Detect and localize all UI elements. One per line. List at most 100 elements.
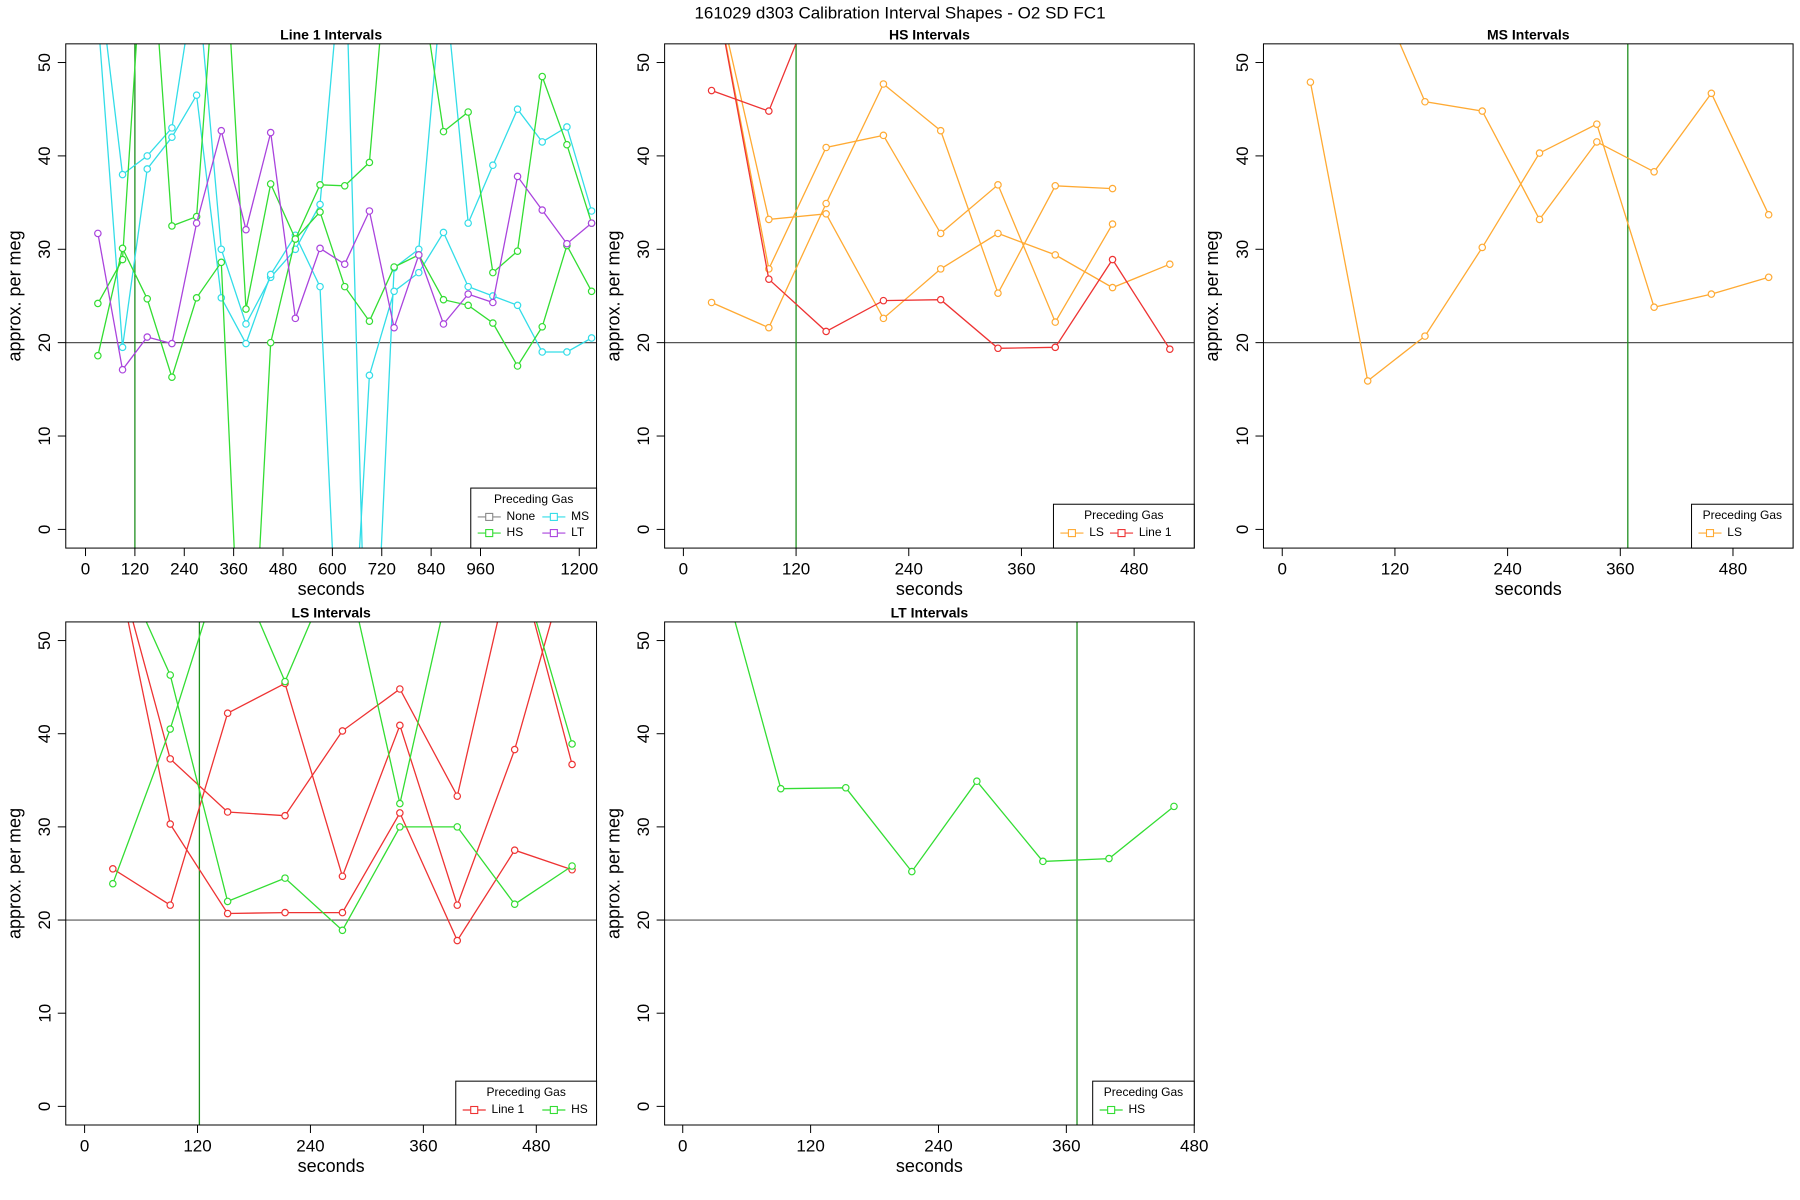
data-point (453, 823, 462, 831)
data-point (765, 215, 773, 224)
data-point (776, 784, 785, 793)
y-tick-label: 20 (634, 911, 653, 930)
data-point (1478, 107, 1487, 115)
chart-title: LT Intervals (891, 605, 969, 621)
data-point (568, 862, 576, 870)
data-point (390, 287, 398, 296)
data-point (513, 105, 522, 114)
data-point (822, 143, 830, 152)
plot-frame (65, 621, 598, 1126)
x-axis-label: seconds (896, 579, 963, 599)
data-point (242, 305, 250, 313)
panel: LS Intervals 0 10 20 30 40 50 0 120 240 360 480 seco… (5, 605, 598, 1176)
data-point (266, 338, 275, 347)
data-point (489, 268, 497, 277)
plot-frame (1262, 43, 1794, 549)
x-tick-label: 120 (183, 1136, 211, 1155)
data-point (765, 275, 773, 283)
y-tick-label: 10 (35, 427, 54, 446)
data-point (316, 244, 324, 253)
series-line (99, 43, 592, 549)
data-point (217, 126, 226, 135)
data-point (217, 245, 226, 254)
x-tick-label: 840 (417, 560, 445, 579)
plot-frame (664, 621, 1195, 1126)
data-point (1039, 857, 1047, 866)
x-tick-label: 0 (678, 1136, 687, 1155)
data-point (365, 371, 374, 380)
y-tick-label: 40 (35, 724, 54, 743)
legend-swatch (1705, 529, 1715, 538)
data-point (936, 229, 945, 238)
legend-box (1052, 503, 1195, 549)
data-point (414, 268, 423, 277)
y-axis-label: approx. per meg (1202, 230, 1222, 361)
data-point (1650, 303, 1658, 311)
x-tick-label: 360 (1606, 560, 1634, 579)
data-point (192, 294, 201, 302)
x-tick-label: 480 (1120, 560, 1148, 579)
x-tick-label: 480 (1719, 560, 1747, 579)
data-point (316, 282, 324, 291)
legend-label: HS (1128, 1102, 1145, 1116)
x-tick-label: 360 (219, 560, 247, 579)
figure-title: 161029 d303 Calibration Interval Shapes … (694, 3, 1105, 22)
data-point (765, 323, 773, 332)
data-point (340, 181, 349, 190)
data-point (168, 373, 176, 381)
data-point (1363, 377, 1372, 385)
y-tick-label: 20 (35, 911, 54, 930)
data-point (1707, 290, 1716, 298)
data-point (464, 108, 472, 116)
data-point (396, 823, 404, 831)
y-tick-label: 40 (634, 724, 653, 743)
y-tick-label: 30 (1233, 240, 1252, 259)
legend-label: LS (1089, 525, 1104, 539)
data-point (1170, 802, 1178, 811)
data-point (936, 295, 945, 304)
plot-frame (664, 43, 1195, 549)
legend-title: Preceding Gas (1104, 1085, 1183, 1099)
x-tick-label: 240 (296, 1136, 324, 1155)
legend: Preceding Gas Line 1 HS (455, 1080, 598, 1126)
data-point (338, 727, 347, 735)
data-point (223, 709, 232, 718)
data-point (414, 251, 423, 259)
data-point (316, 181, 324, 189)
legend-swatch (485, 529, 494, 538)
legend-swatch (485, 512, 494, 521)
data-point (223, 808, 232, 816)
data-point (396, 809, 404, 817)
data-point (936, 126, 945, 135)
data-point (166, 820, 175, 828)
data-point (338, 908, 347, 917)
x-tick-label: 360 (1007, 560, 1035, 579)
data-point (453, 901, 462, 909)
legend-swatch (549, 1105, 558, 1115)
data-point (143, 165, 152, 173)
data-point (563, 239, 571, 248)
x-tick-label: 240 (924, 1136, 952, 1155)
data-point (94, 299, 102, 308)
y-tick-label: 0 (1233, 525, 1252, 534)
data-point (316, 208, 324, 216)
data-point (563, 140, 571, 149)
data-point (1650, 167, 1658, 176)
x-tick-label: 960 (466, 560, 494, 579)
y-tick-label: 30 (35, 240, 54, 259)
chart-title: MS Intervals (1487, 27, 1570, 43)
data-point (1166, 345, 1174, 353)
data-point (908, 867, 916, 876)
data-point (266, 180, 275, 188)
y-tick-label: 20 (35, 333, 54, 352)
data-point (109, 865, 117, 873)
data-point (266, 270, 275, 279)
data-point (390, 323, 398, 332)
y-tick-label: 50 (35, 631, 54, 650)
x-tick-label: 120 (796, 1136, 824, 1155)
y-tick-label: 0 (35, 1102, 54, 1111)
legend: Preceding Gas LS (1691, 503, 1794, 549)
plot-area (65, 621, 597, 1125)
x-tick-label: 120 (782, 560, 810, 579)
legend-label: HS (507, 525, 524, 539)
